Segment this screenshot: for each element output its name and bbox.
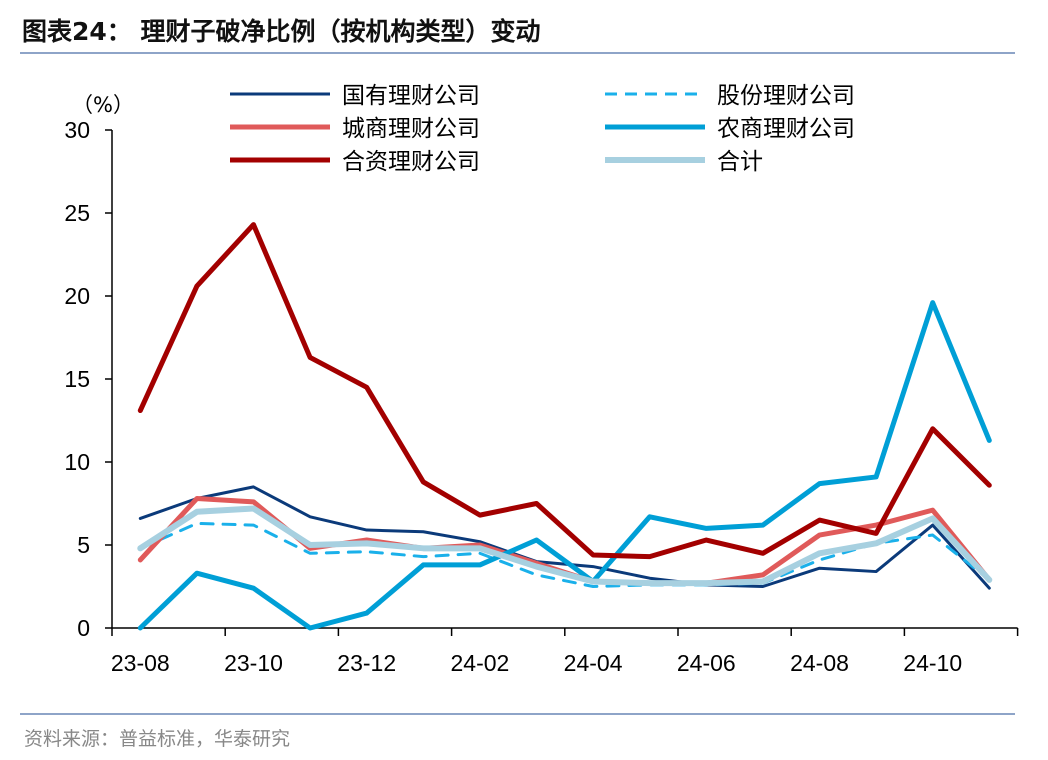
series-line	[138, 521, 991, 588]
x-tick-label: 24-06	[677, 650, 736, 676]
y-tick-label: 10	[64, 449, 90, 475]
legend-label: 合计	[717, 149, 763, 175]
x-tick-label: 23-08	[111, 650, 170, 676]
y-tick-label: 25	[64, 200, 90, 226]
source-note: 资料来源：普益标准，华泰研究	[24, 728, 291, 750]
x-tick-label: 24-08	[790, 650, 849, 676]
series-line	[137, 505, 993, 587]
legend-label: 农商理财公司	[717, 116, 855, 142]
y-axis-label: （%）	[72, 93, 134, 117]
y-tick-label: 5	[77, 532, 90, 558]
legend-label: 股份理财公司	[717, 83, 855, 109]
y-tick-label: 0	[77, 615, 90, 641]
series-line	[137, 222, 992, 560]
x-tick-label: 23-10	[224, 650, 283, 676]
x-tick-label: 24-02	[450, 650, 509, 676]
legend-label: 城商理财公司	[342, 116, 480, 142]
y-tick-label: 20	[64, 283, 90, 309]
x-tick-label: 24-04	[564, 650, 623, 676]
x-tick-label: 23-12	[337, 650, 396, 676]
y-tick-label: 15	[64, 366, 90, 392]
series-line	[137, 300, 992, 631]
x-tick-label: 24-10	[903, 650, 962, 676]
legend-label: 国有理财公司	[342, 83, 480, 109]
chart-title: 图表24： 理财子破净比例（按机构类型）变动	[22, 17, 541, 46]
title-divider	[20, 52, 1015, 54]
legend-label: 合资理财公司	[342, 149, 480, 175]
footer-divider	[20, 713, 1015, 715]
series-line	[138, 485, 991, 590]
y-tick-label: 30	[64, 117, 90, 143]
